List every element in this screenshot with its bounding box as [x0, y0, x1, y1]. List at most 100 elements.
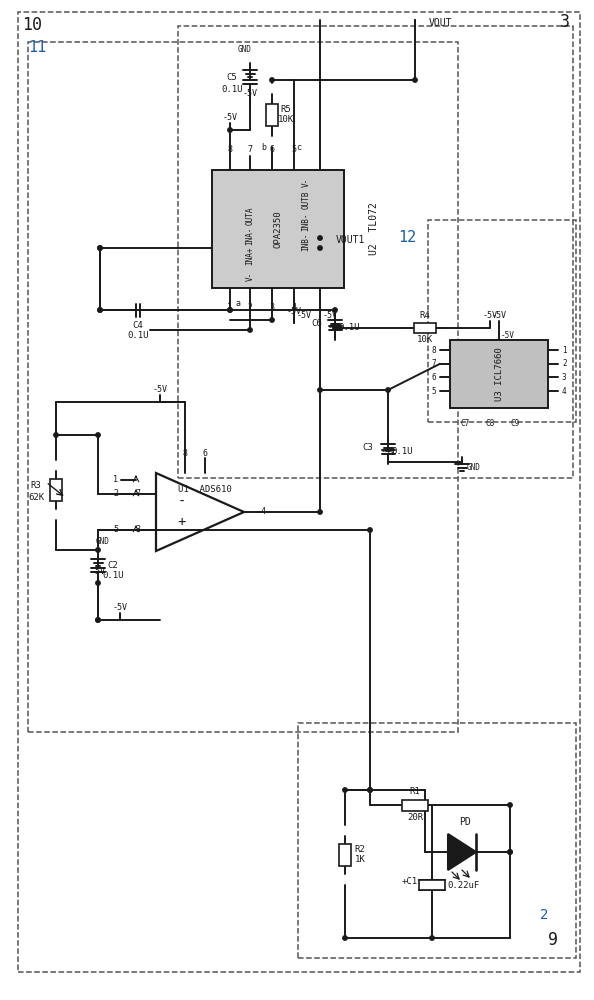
- Text: 3: 3: [560, 13, 570, 31]
- Text: 11: 11: [28, 40, 46, 55]
- Text: R2: R2: [355, 846, 365, 854]
- Text: GND: GND: [96, 538, 110, 546]
- Text: 6: 6: [203, 448, 207, 458]
- Text: PD: PD: [459, 817, 471, 827]
- Text: 9: 9: [548, 931, 558, 949]
- Circle shape: [318, 388, 322, 392]
- Circle shape: [98, 246, 102, 250]
- Circle shape: [368, 788, 372, 792]
- Text: 0.22uF: 0.22uF: [448, 880, 480, 890]
- Circle shape: [368, 788, 372, 792]
- Bar: [298, 723, 576, 958]
- Text: INA-: INA-: [245, 227, 254, 245]
- Circle shape: [96, 548, 100, 552]
- Circle shape: [270, 78, 274, 82]
- Text: V-: V-: [302, 177, 311, 187]
- Text: C9: C9: [510, 418, 520, 428]
- Text: 2: 2: [539, 908, 548, 922]
- Text: a: a: [235, 300, 241, 308]
- Text: OUTA: OUTA: [245, 207, 254, 225]
- Text: V-: V-: [245, 271, 254, 281]
- Circle shape: [98, 308, 102, 312]
- Circle shape: [343, 936, 347, 940]
- Text: OUTB: OUTB: [302, 191, 311, 209]
- Text: 10: 10: [22, 16, 42, 34]
- Text: 5: 5: [113, 526, 118, 534]
- Text: 5: 5: [292, 145, 296, 154]
- Bar: [50, 479, 62, 501]
- Circle shape: [228, 128, 232, 132]
- Text: 1: 1: [562, 346, 567, 355]
- Text: 4: 4: [292, 304, 296, 312]
- Text: +: +: [178, 515, 186, 529]
- Circle shape: [318, 236, 322, 240]
- Text: 1K: 1K: [355, 856, 365, 864]
- Text: -5V: -5V: [491, 312, 507, 320]
- Text: 62K: 62K: [28, 492, 44, 502]
- Circle shape: [318, 510, 322, 514]
- Text: 0.1U: 0.1U: [127, 332, 148, 340]
- Text: 2: 2: [113, 489, 118, 498]
- Text: +C1: +C1: [402, 878, 418, 886]
- Text: b: b: [261, 143, 267, 152]
- Circle shape: [343, 788, 347, 792]
- Text: VOUT: VOUT: [428, 18, 452, 28]
- Text: C8: C8: [485, 418, 495, 428]
- Circle shape: [508, 850, 512, 854]
- Text: C3: C3: [362, 444, 374, 452]
- Text: 7: 7: [248, 145, 252, 154]
- Text: 8: 8: [431, 346, 436, 355]
- Text: -5V: -5V: [112, 603, 128, 612]
- Text: 4: 4: [261, 508, 266, 516]
- Text: C2: C2: [108, 560, 118, 570]
- Text: 0.1U: 0.1U: [338, 324, 360, 332]
- Text: 5: 5: [431, 386, 436, 395]
- Text: R3: R3: [31, 481, 42, 489]
- Text: 8: 8: [228, 145, 232, 154]
- Text: 2: 2: [562, 359, 567, 368]
- Text: INB-: INB-: [302, 213, 311, 231]
- Text: -5V: -5V: [223, 113, 238, 122]
- Bar: [266, 104, 278, 126]
- Circle shape: [96, 433, 100, 437]
- Bar: [402, 800, 428, 810]
- Text: 6: 6: [270, 145, 274, 154]
- Bar: [419, 880, 445, 890]
- Text: 3: 3: [562, 373, 567, 382]
- Text: 2: 2: [248, 304, 252, 312]
- Circle shape: [270, 318, 274, 322]
- Circle shape: [386, 388, 390, 392]
- Bar: [414, 323, 436, 333]
- Text: R5: R5: [280, 105, 292, 114]
- Text: C7: C7: [460, 418, 470, 428]
- Text: -5V: -5V: [501, 330, 515, 340]
- Circle shape: [333, 308, 337, 312]
- Text: -5V: -5V: [90, 568, 106, 576]
- Circle shape: [368, 528, 372, 532]
- Text: C4: C4: [132, 320, 143, 330]
- Bar: [28, 42, 458, 732]
- Text: 12: 12: [398, 231, 416, 245]
- Circle shape: [96, 581, 100, 585]
- Bar: [450, 340, 548, 408]
- Circle shape: [98, 246, 102, 250]
- Text: INA+: INA+: [245, 247, 254, 265]
- Circle shape: [333, 326, 337, 330]
- Text: OPA2350: OPA2350: [273, 210, 283, 248]
- Text: 20R: 20R: [407, 814, 423, 822]
- Text: -5V: -5V: [153, 385, 168, 394]
- Text: 0.1U: 0.1U: [391, 448, 413, 456]
- Circle shape: [508, 850, 512, 854]
- Text: -5V: -5V: [482, 312, 498, 320]
- Text: -5V: -5V: [242, 90, 258, 99]
- Text: U1  ADS610: U1 ADS610: [178, 486, 232, 494]
- Text: VOUT1: VOUT1: [335, 235, 365, 245]
- Text: c: c: [296, 143, 302, 152]
- Text: INB-: INB-: [302, 233, 311, 251]
- Text: 7: 7: [135, 489, 141, 498]
- Bar: [212, 170, 344, 288]
- Circle shape: [54, 433, 58, 437]
- Text: 3: 3: [270, 304, 274, 312]
- Circle shape: [96, 618, 100, 622]
- Text: -5V: -5V: [297, 312, 312, 320]
